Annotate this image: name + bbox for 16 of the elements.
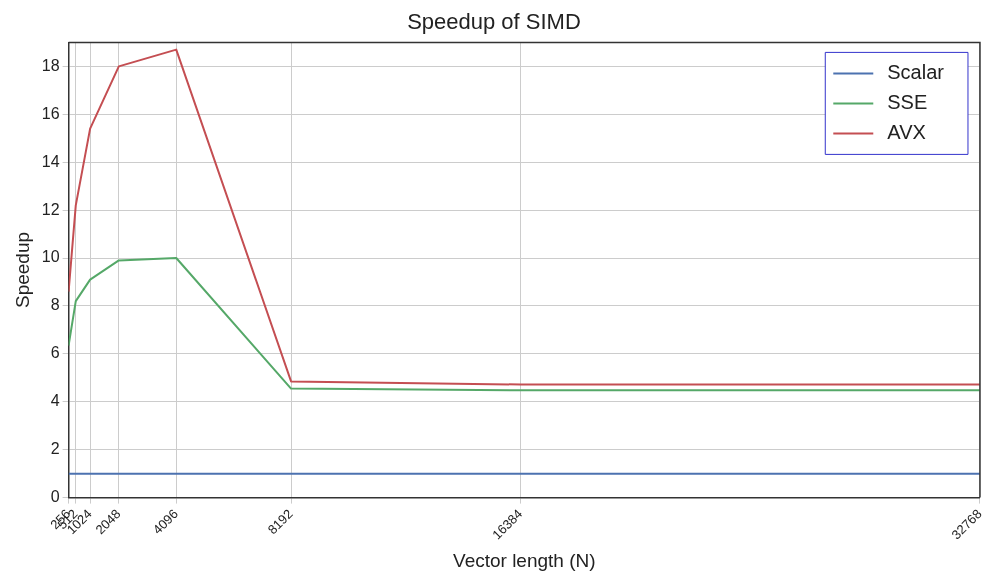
y-tick-label: 10 — [41, 248, 60, 266]
y-tick-label: 16 — [41, 104, 60, 122]
legend-label: SSE — [887, 90, 928, 113]
chart-title: Speedup of SIMD — [407, 9, 581, 35]
legend-label: AVX — [887, 120, 926, 143]
x-axis-title: Vector length (N) — [452, 549, 596, 571]
legend-label: Scalar — [887, 60, 945, 83]
y-tick-label: 18 — [41, 56, 60, 74]
y-tick-label: 2 — [50, 440, 60, 458]
y-tick-label: 4 — [50, 392, 60, 410]
y-tick-label: 12 — [41, 200, 60, 218]
y-tick-label: 8 — [50, 296, 60, 314]
y-tick-label: 14 — [41, 152, 60, 170]
y-tick-label: 6 — [50, 344, 60, 362]
y-tick-label: 0 — [50, 488, 60, 506]
y-axis-title: Speedup — [11, 231, 33, 309]
